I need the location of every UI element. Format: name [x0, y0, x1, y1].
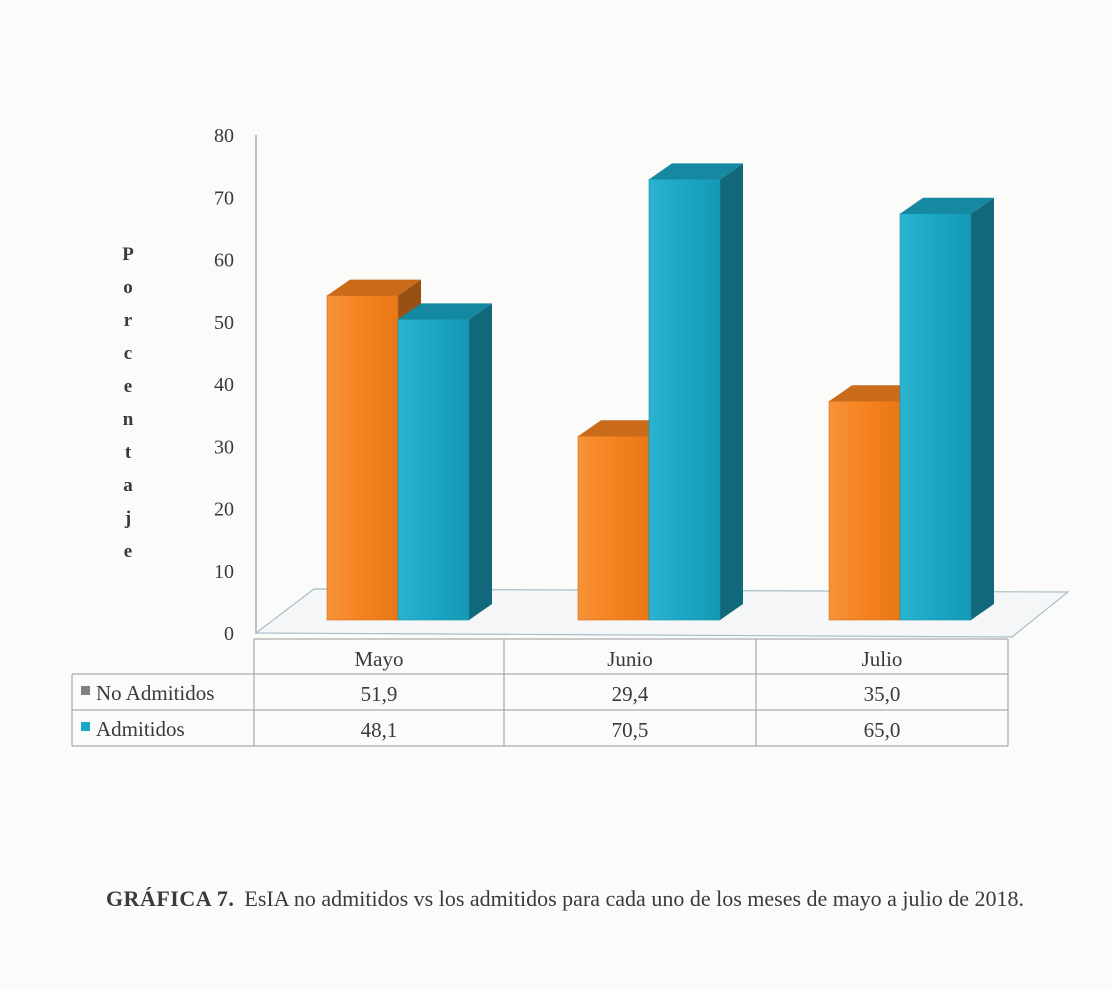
- table-value-cell: 35,0: [864, 682, 901, 706]
- y-tick-label: 30: [214, 436, 234, 458]
- legend-key-no-admitidos: [81, 686, 90, 695]
- table-value-cell: 51,9: [361, 682, 398, 706]
- legend-label-admitidos: Admitidos: [96, 717, 185, 741]
- bar-side-face: [720, 163, 743, 620]
- bar-front-face: [397, 319, 470, 621]
- bar-junio-admitidos: [648, 163, 743, 621]
- y-axis-label-char: r: [124, 310, 133, 331]
- caption-label: GRÁFICA 7.: [105, 886, 235, 911]
- table-header-julio: Julio: [862, 647, 903, 671]
- y-tick-label: 50: [214, 312, 234, 334]
- y-axis-label-char: e: [124, 541, 132, 562]
- y-tick-label: 20: [214, 499, 234, 521]
- bar-top-face: [327, 279, 421, 296]
- bar-top-face: [829, 385, 923, 402]
- bar-front-face: [577, 435, 650, 621]
- figure-caption: GRÁFICA 7. EsIA no admitidos vs los admit…: [100, 884, 1030, 914]
- y-axis-label-char: e: [124, 376, 132, 397]
- legend-key-admitidos: [81, 722, 90, 731]
- y-tick-label: 80: [214, 125, 234, 147]
- y-axis-label-char: n: [123, 409, 134, 430]
- table-value-cell: 29,4: [612, 682, 649, 706]
- table-value-cell: 70,5: [612, 718, 649, 742]
- table-value-cell: 48,1: [361, 718, 398, 742]
- y-tick-label: 40: [214, 374, 234, 396]
- bar-side-face: [971, 197, 994, 620]
- y-axis-label-char: t: [125, 442, 132, 463]
- y-tick-label: 0: [224, 623, 234, 645]
- bar-front-face: [828, 400, 901, 621]
- y-axis-label-char: c: [124, 343, 132, 364]
- y-tick-label: 70: [214, 187, 234, 209]
- y-tick-label: 10: [214, 561, 234, 583]
- bar-top-face: [398, 303, 492, 320]
- table-header-junio: Junio: [607, 647, 653, 671]
- bar-side-face: [469, 303, 492, 620]
- bar-mayo-admitidos: [397, 303, 492, 621]
- y-axis-label-char: a: [123, 475, 133, 496]
- y-tick-label: 60: [214, 250, 234, 272]
- bar-front-face: [326, 295, 399, 621]
- bar-top-face: [900, 197, 994, 214]
- y-axis-label-char: o: [123, 277, 133, 298]
- bar-top-face: [649, 163, 743, 180]
- bar-front-face: [899, 213, 972, 621]
- y-axis-label-char: j: [124, 508, 131, 529]
- legend-label-no-admitidos: No Admitidos: [96, 681, 214, 705]
- y-axis-label-char: P: [122, 244, 134, 265]
- table-value-cell: 65,0: [864, 718, 901, 742]
- bar-julio-admitidos: [899, 197, 994, 621]
- table-header-mayo: Mayo: [355, 647, 404, 671]
- bar-top-face: [578, 420, 672, 437]
- bar-front-face: [648, 179, 721, 621]
- caption-text: EsIA no admitidos vs los admitidos para …: [244, 886, 1025, 911]
